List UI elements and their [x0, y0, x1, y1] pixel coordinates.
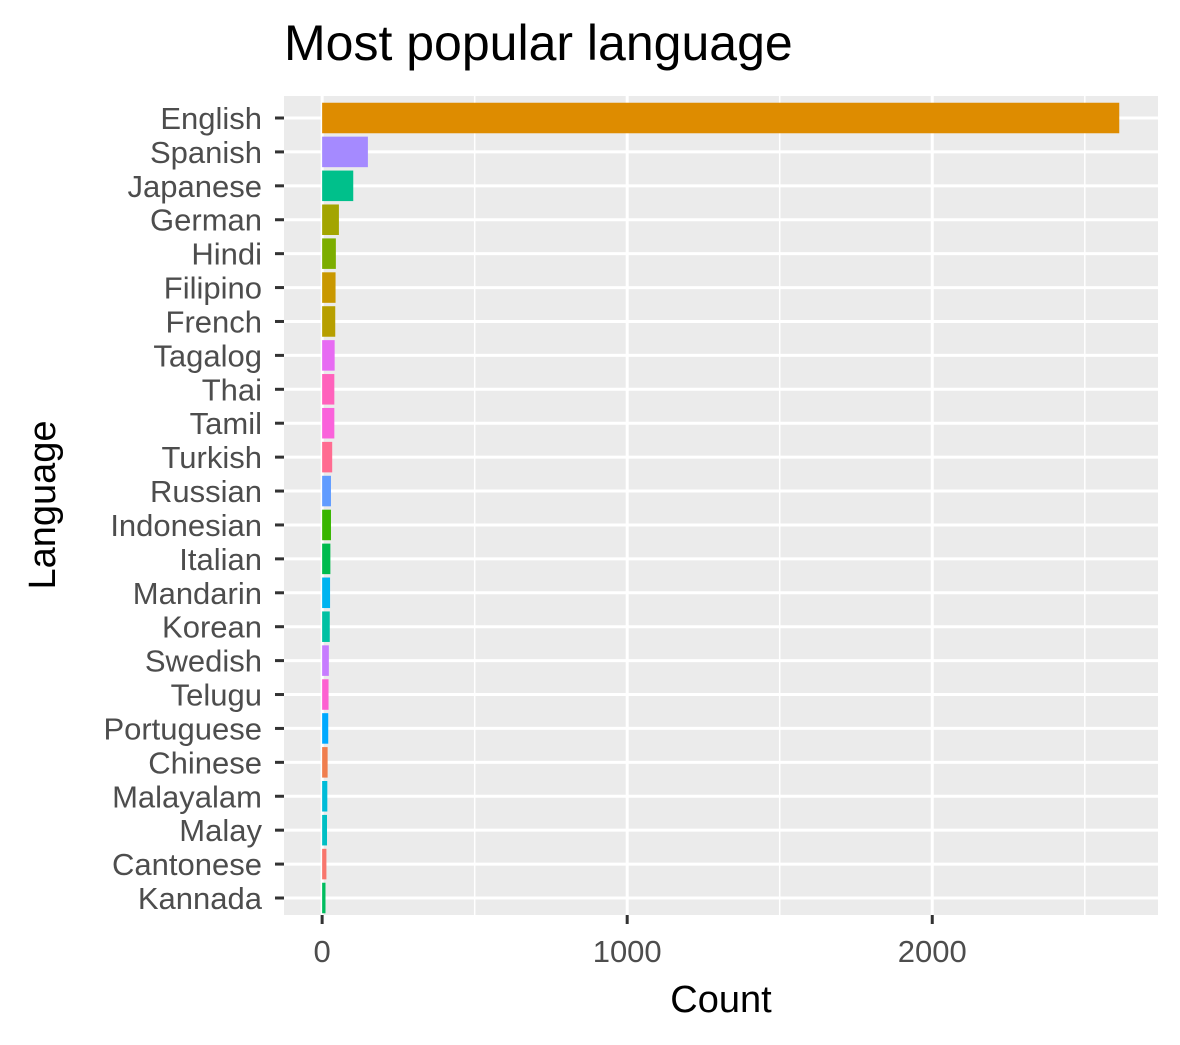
- y-tick-label: Spanish: [150, 135, 262, 170]
- y-tick-label: English: [160, 101, 262, 136]
- y-tick-label: Cantonese: [112, 847, 262, 882]
- bar-filipino: [322, 272, 336, 303]
- bar-mandarin: [322, 577, 331, 609]
- y-tick-label: Hindi: [191, 237, 262, 272]
- y-tick-label: Korean: [162, 610, 262, 645]
- chart-title: Most popular language: [284, 15, 793, 71]
- bar-thai: [322, 374, 335, 405]
- bar-spanish: [322, 136, 368, 168]
- bar-indonesian: [322, 509, 331, 541]
- y-tick-label: Russian: [150, 474, 262, 509]
- y-tick-label: Kannada: [138, 881, 263, 916]
- bar-english: [322, 102, 1120, 134]
- x-tick-label: 0: [314, 934, 331, 969]
- y-tick-label: Telugu: [171, 678, 262, 713]
- bar-swedish: [322, 645, 329, 676]
- y-tick-label: Italian: [179, 542, 262, 577]
- y-axis: EnglishSpanishJapaneseGermanHindiFilipin…: [103, 101, 284, 916]
- bar-hindi: [322, 238, 336, 269]
- y-tick-label: Swedish: [145, 644, 262, 679]
- y-tick-label: Turkish: [162, 440, 262, 475]
- bar-malayalam: [322, 781, 328, 812]
- y-tick-label: French: [166, 304, 262, 339]
- bar-korean: [322, 611, 330, 642]
- bar-french: [322, 306, 336, 337]
- bar-cantonese: [322, 848, 327, 880]
- y-tick-label: Indonesian: [110, 508, 262, 543]
- y-tick-label: Tamil: [190, 406, 262, 441]
- minor-gridlines: [473, 96, 1086, 915]
- bar-telugu: [322, 679, 329, 710]
- bar-kannada: [322, 882, 326, 914]
- x-axis: 0 1000 2000: [314, 915, 967, 969]
- y-tick-label: Portuguese: [103, 711, 262, 746]
- bar-tagalog: [322, 340, 335, 371]
- y-tick-label: German: [150, 203, 262, 238]
- bars: [322, 102, 1120, 914]
- bar-portuguese: [322, 713, 329, 744]
- x-tick-label: 1000: [593, 934, 662, 969]
- y-tick-label: Malayalam: [112, 779, 262, 814]
- bar-tamil: [322, 407, 335, 439]
- bar-russian: [322, 475, 331, 507]
- y-tick-label: Malay: [179, 813, 262, 848]
- bar-chinese: [322, 747, 328, 778]
- y-tick-label: Filipino: [164, 271, 262, 306]
- y-axis-title: Language: [22, 420, 64, 589]
- x-tick-label: 2000: [898, 934, 967, 969]
- bar-turkish: [322, 441, 333, 473]
- x-axis-title: Count: [670, 979, 772, 1021]
- plot-panel: [284, 96, 1158, 915]
- y-tick-label: Tagalog: [153, 338, 262, 373]
- bar-japanese: [322, 170, 354, 202]
- y-tick-label: Japanese: [128, 169, 262, 204]
- y-tick-label: Chinese: [148, 745, 262, 780]
- bar-malay: [322, 814, 328, 846]
- bar-italian: [322, 543, 331, 575]
- y-tick-label: Mandarin: [133, 576, 262, 611]
- y-tick-label: Thai: [202, 372, 262, 407]
- bar-german: [322, 204, 339, 235]
